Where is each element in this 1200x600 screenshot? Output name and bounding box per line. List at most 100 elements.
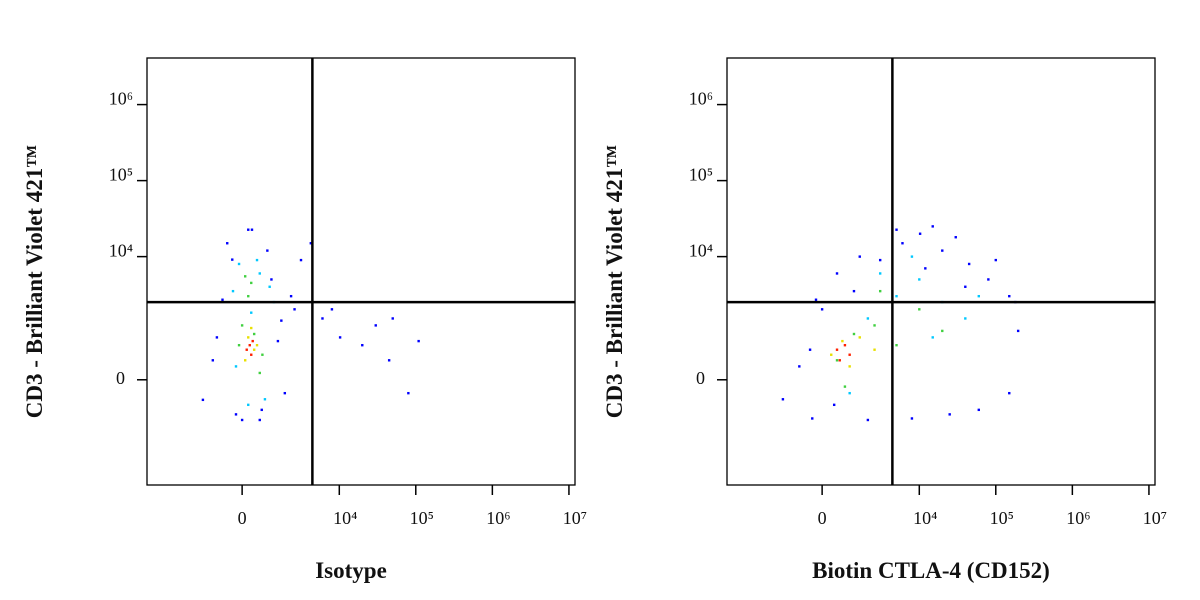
event-dot bbox=[250, 281, 253, 285]
event-dot bbox=[374, 324, 377, 327]
event-dot bbox=[848, 353, 851, 356]
event-dot bbox=[250, 311, 253, 314]
event-dot bbox=[234, 365, 238, 368]
event-dot bbox=[814, 298, 818, 301]
x-tick-label: 10⁷ bbox=[1143, 508, 1167, 528]
event-dot bbox=[811, 417, 814, 420]
event-dot bbox=[901, 242, 904, 245]
event-dot bbox=[948, 413, 951, 416]
event-dot bbox=[841, 339, 844, 343]
event-dot bbox=[918, 278, 921, 281]
event-dot bbox=[289, 294, 293, 298]
event-dot bbox=[231, 258, 234, 261]
event-dot bbox=[231, 289, 235, 293]
event-dot bbox=[260, 408, 263, 412]
x-tick-label: 10⁵ bbox=[410, 508, 434, 528]
event-dot bbox=[931, 336, 934, 339]
event-dot bbox=[338, 336, 342, 339]
x-tick-label: 10⁴ bbox=[913, 508, 937, 528]
event-dot bbox=[931, 225, 934, 228]
event-dot bbox=[258, 272, 261, 275]
x-tick-label: 0 bbox=[818, 508, 827, 528]
event-dot bbox=[255, 258, 259, 262]
event-dot bbox=[268, 285, 271, 288]
event-dot bbox=[321, 317, 324, 320]
y-tick-label: 10⁶ bbox=[109, 89, 133, 109]
y-axis-label: CD3 - Brilliant Violet 421™ bbox=[602, 145, 627, 418]
event-dot bbox=[263, 398, 267, 401]
event-dot bbox=[866, 317, 870, 320]
event-dot bbox=[237, 262, 241, 266]
event-dot bbox=[967, 262, 971, 266]
event-dot bbox=[361, 343, 364, 347]
event-dot bbox=[293, 308, 296, 311]
event-dot bbox=[910, 417, 914, 420]
event-dot bbox=[417, 339, 420, 343]
y-tick-label: 10⁴ bbox=[109, 241, 133, 261]
plot: 0 10⁴ 10⁵ 10⁶ 10⁷ 0 10⁴ 10⁵ 10⁶ Biotin CTLA-4 (CD… bbox=[602, 57, 1167, 583]
event-dot bbox=[243, 359, 247, 362]
event-dot bbox=[910, 255, 914, 258]
y-tick-label: 0 bbox=[696, 368, 705, 388]
event-dot bbox=[247, 228, 250, 231]
event-dot bbox=[252, 348, 256, 351]
event-dot bbox=[221, 298, 224, 301]
event-dot bbox=[878, 258, 882, 262]
event-dot bbox=[954, 236, 957, 239]
event-dot bbox=[835, 359, 839, 362]
event-dot bbox=[852, 332, 856, 336]
event-dot bbox=[843, 343, 847, 347]
event-dot bbox=[299, 258, 303, 262]
plot: 0 10⁴ 10⁵ 10⁶ 10⁷ 0 10⁴ 10⁵ 10⁶ Isotype CD3 - Bril… bbox=[22, 57, 587, 583]
event-dot bbox=[878, 272, 882, 275]
event-dot bbox=[226, 242, 229, 245]
event-dot bbox=[407, 391, 410, 395]
event-dot bbox=[266, 249, 269, 252]
x-tick-label: 10⁷ bbox=[563, 508, 587, 528]
event-dot bbox=[873, 324, 876, 327]
event-dot bbox=[247, 294, 250, 298]
y-tick-label: 10⁴ bbox=[689, 241, 713, 261]
event-dot bbox=[781, 398, 785, 401]
event-dot bbox=[852, 289, 856, 293]
event-dot bbox=[878, 289, 882, 293]
event-dot bbox=[838, 359, 841, 362]
event-dot bbox=[252, 332, 256, 336]
event-dot bbox=[858, 255, 861, 258]
event-dot bbox=[250, 353, 253, 356]
event-dot bbox=[895, 343, 898, 347]
event-dot bbox=[240, 418, 244, 422]
event-dot bbox=[280, 319, 283, 322]
event-dot bbox=[987, 278, 990, 281]
event-dot bbox=[247, 336, 250, 339]
event-dot bbox=[201, 398, 205, 402]
event-dot bbox=[250, 228, 254, 231]
event-dot bbox=[843, 385, 847, 388]
event-dot bbox=[977, 294, 980, 298]
event-dot bbox=[918, 308, 921, 311]
event-dot bbox=[808, 348, 812, 351]
event-dot bbox=[258, 418, 261, 422]
y-tick-label: 10⁵ bbox=[689, 165, 713, 185]
event-dot bbox=[245, 348, 248, 351]
x-axis-label: Biotin CTLA-4 (CD152) bbox=[812, 558, 1050, 583]
y-tick-label: 10⁶ bbox=[689, 89, 713, 109]
event-dot bbox=[255, 343, 259, 347]
event-dot bbox=[964, 285, 967, 288]
event-dot bbox=[240, 324, 244, 327]
y-tick-label: 10⁵ bbox=[109, 165, 133, 185]
y-tick-label: 0 bbox=[116, 368, 125, 388]
event-dot bbox=[309, 242, 313, 245]
x-tick-label: 10⁵ bbox=[990, 508, 1014, 528]
event-dot bbox=[858, 336, 861, 339]
event-dot bbox=[873, 348, 876, 351]
x-axis-label: Isotype bbox=[315, 558, 387, 583]
event-dot bbox=[1008, 391, 1011, 395]
event-dot bbox=[848, 365, 851, 368]
event-dot bbox=[895, 228, 898, 231]
x-tick-label: 10⁴ bbox=[333, 508, 357, 528]
event-dot bbox=[832, 403, 836, 407]
event-dot bbox=[820, 308, 824, 311]
event-dot bbox=[211, 359, 215, 362]
event-dot bbox=[251, 339, 254, 343]
